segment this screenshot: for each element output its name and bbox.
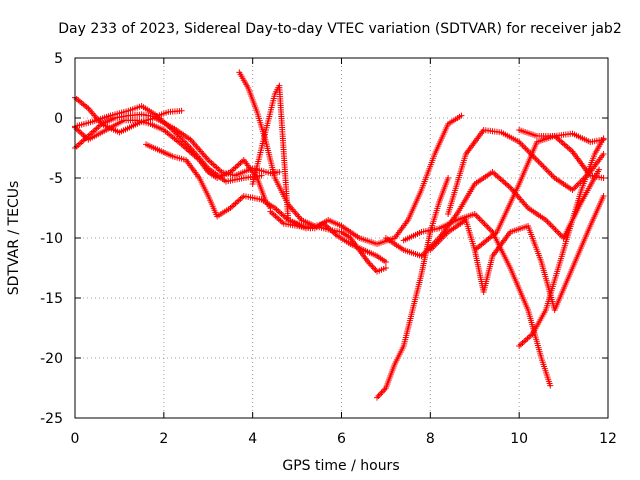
y-tick-label: -5 [49,171,63,187]
x-tick-label: 0 [71,431,80,447]
series-arc-5 [143,141,389,265]
series-arc-16 [516,127,607,145]
series-arc-7 [249,82,314,232]
axis-ticks: 0 2 4 6 8 10 12 5 0 -5 -10 -15 -20 -25 [40,51,617,447]
data-point [445,175,452,181]
y-tick-label: 0 [54,111,63,127]
y-tick-label: -15 [40,291,63,307]
data-point [258,172,265,179]
series-arc-13 [445,127,607,217]
data-point [600,151,607,157]
series-arc-1 [72,107,185,151]
y-tick-label: -20 [40,351,63,367]
data-point [382,265,389,271]
series-line [403,213,551,386]
plot-frame [74,57,609,419]
plot-area [72,69,607,401]
series-arc-4 [72,117,274,211]
data-point [178,107,185,114]
series-arc-15 [516,135,607,349]
series-arc-10 [382,166,603,259]
series-arc-8 [267,112,465,247]
series-arc-11 [400,211,554,389]
x-tick-label: 2 [159,431,168,447]
y-axis-label: SDTVAR / TECUs [6,181,22,296]
series-arc-3 [72,103,265,185]
data-point [382,259,389,265]
data-point [458,112,465,119]
data-point [600,136,607,143]
x-axis-label: GPS time / hours [282,458,399,474]
data-point [596,166,603,173]
y-tick-label: -25 [40,411,63,427]
x-tick-label: 12 [599,431,617,447]
y-tick-label: -10 [40,231,63,247]
chart-title: Day 233 of 2023, Sidereal Day-to-day VTE… [58,21,621,37]
y-tick-label: 5 [54,51,63,67]
data-point [547,382,554,389]
series-arc-12 [427,193,607,313]
series-line [518,138,605,347]
data-point [600,175,607,181]
data-point [276,169,283,175]
x-tick-label: 10 [510,431,528,447]
series-line [385,169,600,257]
series-arc-9 [374,175,452,401]
data-point [600,193,607,199]
x-tick-label: 8 [426,431,435,447]
x-tick-label: 6 [337,431,346,447]
x-tick-label: 4 [248,431,257,447]
